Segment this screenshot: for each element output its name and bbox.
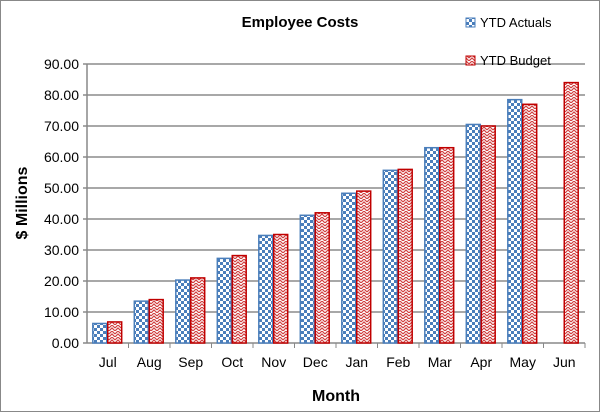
bar-budget xyxy=(397,168,413,344)
bar-actuals xyxy=(299,214,315,344)
legend-swatch-actuals xyxy=(465,17,476,28)
x-tick-label: Dec xyxy=(303,354,328,370)
y-tick-label: 50.00 xyxy=(44,180,79,196)
bar-actuals xyxy=(382,169,398,344)
x-tick-label: Feb xyxy=(386,354,410,370)
x-tick-label: Mar xyxy=(428,354,452,370)
bar-actuals xyxy=(258,234,274,344)
x-tick-label: Aug xyxy=(137,354,162,370)
legend-label-actuals: YTD Actuals xyxy=(480,15,552,30)
x-tick-label: May xyxy=(510,354,536,370)
legend-label-budget: YTD Budget xyxy=(480,53,551,68)
bar-budget xyxy=(148,298,164,344)
x-tick-label: Nov xyxy=(261,354,286,370)
y-tick-label: 90.00 xyxy=(44,56,79,72)
bar-budget xyxy=(107,321,123,344)
bar-actuals xyxy=(92,322,108,344)
bar-budget xyxy=(480,125,496,344)
bar-actuals xyxy=(133,300,149,344)
x-tick-label: Oct xyxy=(221,354,243,370)
chart-title: Employee Costs xyxy=(242,14,359,31)
legend-swatch-budget xyxy=(465,55,476,66)
bar-budget xyxy=(190,277,206,344)
y-tick-label: 70.00 xyxy=(44,118,79,134)
bar-budget xyxy=(522,103,538,344)
y-tick-label: 30.00 xyxy=(44,242,79,258)
y-tick-label: 10.00 xyxy=(44,304,79,320)
x-tick-label: Jul xyxy=(99,354,117,370)
bar-actuals xyxy=(424,146,440,344)
x-tick-label: Jan xyxy=(345,354,368,370)
bar-budget xyxy=(563,81,579,344)
y-tick-label: 60.00 xyxy=(44,149,79,165)
bar-budget xyxy=(356,190,372,344)
y-tick-label: 20.00 xyxy=(44,273,79,289)
bar-actuals xyxy=(216,257,232,344)
x-axis-label: Month xyxy=(312,388,360,405)
bar-budget xyxy=(314,212,330,344)
bar-actuals xyxy=(175,279,191,344)
y-axis-label: $ Millions xyxy=(14,166,31,239)
y-tick-label: 40.00 xyxy=(44,211,79,227)
x-tick-label: Sep xyxy=(178,354,203,370)
bar-budget xyxy=(231,254,247,344)
bar-budget xyxy=(273,233,289,344)
bar-actuals xyxy=(341,192,357,344)
x-tick-label: Apr xyxy=(470,354,492,370)
bar-actuals xyxy=(507,98,523,344)
y-tick-label: 80.00 xyxy=(44,87,79,103)
bar-budget xyxy=(439,146,455,344)
y-tick-label: 0.00 xyxy=(52,335,79,351)
bar-actuals xyxy=(465,123,481,344)
x-tick-label: Jun xyxy=(553,354,576,370)
